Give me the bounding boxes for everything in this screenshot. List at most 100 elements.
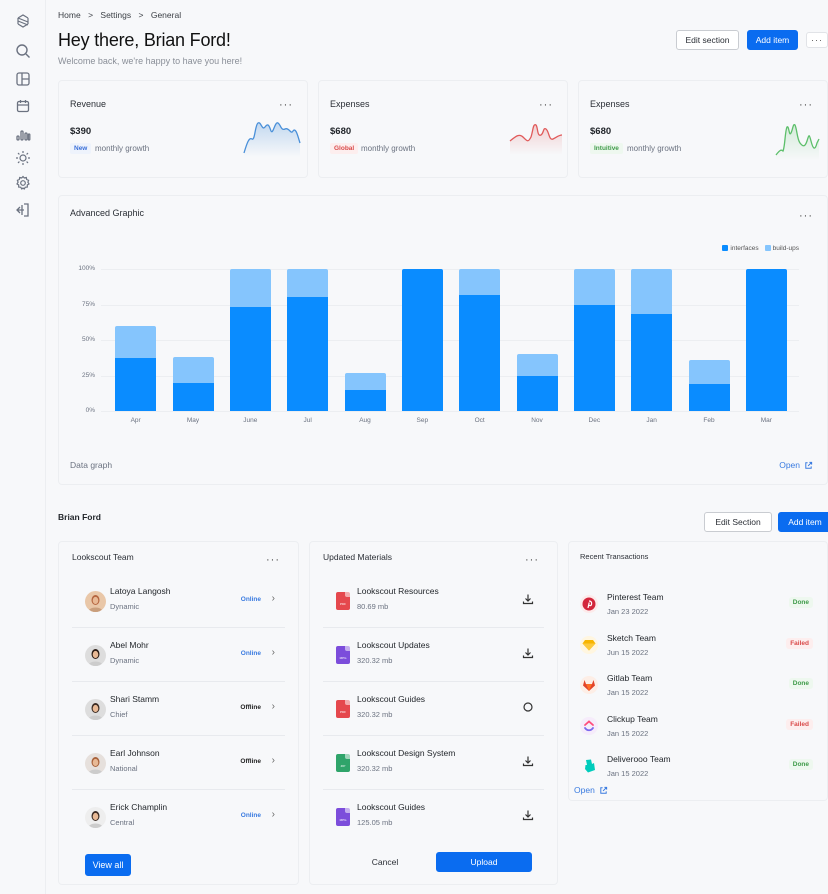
member-role: Central [110,818,135,827]
more-options-icon[interactable]: ··· [279,99,293,111]
bar-feb[interactable] [688,359,730,411]
add-item-button[interactable]: Add item [747,30,798,50]
bar-segment-interfaces[interactable] [344,389,386,411]
sun-icon[interactable] [14,149,32,167]
bar-segment-interfaces[interactable] [459,294,501,411]
bar-segment-interfaces[interactable] [229,307,271,411]
cancel-button[interactable]: Cancel [371,857,399,867]
chevron-right-icon[interactable]: › [271,809,275,820]
chevron-right-icon[interactable]: › [271,701,275,712]
file-row[interactable]: ZIP Lookscout Design System 320.32 mb [323,736,544,790]
more-options-icon[interactable]: ··· [266,554,280,566]
gridline [101,269,799,270]
page-subtitle: Welcome back, we're happy to have you he… [58,56,243,66]
legend-item-interfaces[interactable]: interfaces [722,245,759,252]
transaction-row[interactable]: Sketch Team Jun 15 2022 Failed [569,627,827,667]
chevron-right-icon[interactable]: › [271,647,275,658]
y-axis-tick: 50% [81,336,95,343]
bar-segment-build-ups[interactable] [229,269,271,308]
view-all-button[interactable]: View all [85,854,131,876]
bar-segment-build-ups[interactable] [344,372,386,390]
more-options-button[interactable]: ··· [806,32,828,48]
bar-nov[interactable] [516,354,558,411]
more-options-icon[interactable]: ··· [539,99,553,111]
bar-segment-build-ups[interactable] [573,269,615,305]
x-axis-tick: Jan [646,417,657,424]
team-member-row[interactable]: Shari Stamm Chief Offline › [72,682,285,736]
edit-section-button-2[interactable]: Edit Section [704,512,772,532]
bar-mar[interactable] [745,269,787,411]
team-member-row[interactable]: Abel Mohr Dynamic Online › [72,628,285,682]
bar-segment-interfaces[interactable] [401,269,443,411]
team-member-row[interactable]: Earl Johnson National Offline › [72,736,285,790]
legend-item-build-ups[interactable]: build-ups [764,245,799,252]
bar-segment-build-ups[interactable] [115,325,157,359]
bar-segment-build-ups[interactable] [287,269,329,298]
team-member-row[interactable]: Erick Champlin Central Online › [72,790,285,844]
breadcrumb-settings[interactable]: Settings [100,10,132,20]
stat-card-revenue: Revenue ··· $390 New monthly growth [58,80,308,178]
bar-segment-interfaces[interactable] [631,314,673,411]
bar-jan[interactable] [631,269,673,411]
bar-segment-build-ups[interactable] [516,354,558,376]
open-chart-link[interactable]: Open [779,460,813,470]
transaction-row[interactable]: Pinterest Team Jan 23 2022 Done [569,586,827,626]
settings-icon[interactable] [14,174,32,192]
download-icon[interactable] [522,593,534,605]
file-row[interactable]: MPG Lookscout Updates 320.32 mb [323,628,544,682]
file-row[interactable]: PDF Lookscout Guides 320.32 mb [323,682,544,736]
bar-segment-interfaces[interactable] [172,382,214,411]
breadcrumb-general[interactable]: General [150,10,182,20]
download-icon[interactable] [522,755,534,767]
file-zip-icon: ZIP [336,754,350,772]
x-axis-tick: Sep [416,417,429,424]
bar-segment-build-ups[interactable] [631,269,673,315]
more-options-icon[interactable]: ··· [799,99,813,111]
external-link-icon [600,786,607,794]
search-icon[interactable] [14,42,32,60]
bar-segment-interfaces[interactable] [688,384,730,411]
more-options-icon[interactable]: ··· [799,210,813,222]
bar-segment-interfaces[interactable] [287,297,329,411]
upload-button[interactable]: Upload [436,852,532,872]
bar-dec[interactable] [573,269,615,411]
bar-sep[interactable] [401,269,443,411]
add-item-button-2[interactable]: Add item [778,512,828,532]
chart-icon[interactable] [14,125,32,143]
bar-segment-build-ups[interactable] [459,269,501,295]
edit-section-button[interactable]: Edit section [676,30,739,50]
bar-segment-interfaces[interactable] [516,375,558,411]
calendar-icon[interactable] [14,97,32,115]
bar-jul[interactable] [287,269,329,411]
file-row[interactable]: MPG Lookscout Guides 125.05 mb [323,790,544,844]
chevron-right-icon[interactable]: › [271,755,275,766]
x-axis-tick: Nov [531,417,543,424]
download-icon[interactable] [522,809,534,821]
logo-icon[interactable] [14,12,32,30]
breadcrumb-home[interactable]: Home [58,10,81,20]
transaction-row[interactable]: Clickup Team Jan 15 2022 Failed [569,708,827,748]
bar-segment-interfaces[interactable] [573,304,615,411]
transaction-row[interactable]: Gitlab Team Jan 15 2022 Done [569,667,827,707]
download-icon[interactable] [522,647,534,659]
bar-segment-build-ups[interactable] [172,357,214,383]
team-member-row[interactable]: Latoya Langosh Dynamic Online › [72,574,285,628]
bar-aug[interactable] [344,372,386,411]
layout-icon[interactable] [14,70,32,88]
bar-june[interactable] [229,269,271,411]
bar-segment-interfaces[interactable] [115,358,157,411]
bar-segment-build-ups[interactable] [688,359,730,385]
file-row[interactable]: PDF Lookscout Resources 80.69 mb [323,574,544,628]
transaction-row[interactable]: Deliverooo Team Jan 15 2022 Done [569,748,827,788]
bar-oct[interactable] [459,269,501,411]
more-options-icon[interactable]: ··· [525,554,539,566]
bar-segment-interfaces[interactable] [745,269,787,411]
clickup-logo-icon [580,716,598,735]
chevron-right-icon[interactable]: › [271,593,275,604]
materials-panel: Updated Materials ··· PDF Lookscout Resou… [309,541,558,885]
logout-icon[interactable] [14,201,32,219]
bar-may[interactable] [172,357,214,411]
bar-apr[interactable] [115,325,157,411]
open-transactions-link[interactable]: Open [574,785,608,795]
file-name: Lookscout Resources [357,586,439,596]
